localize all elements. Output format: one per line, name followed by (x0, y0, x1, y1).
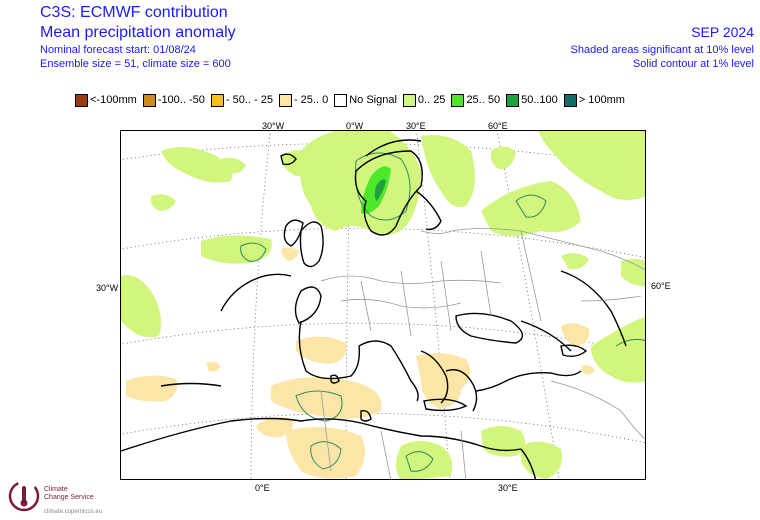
legend-swatch (563, 93, 577, 107)
legend-label: 25.. 50 (466, 94, 501, 106)
dry-anomaly-areas (126, 247, 595, 479)
legend-label: - 25.. 0 (293, 94, 329, 106)
legend-swatch (451, 93, 465, 107)
legend-swatch (210, 93, 224, 107)
lon-label-top: 30°W (262, 121, 285, 131)
legend-item: - 25.. 0 (278, 93, 329, 107)
legend-label: No Signal (349, 94, 397, 106)
variable-title: Mean precipitation anomaly (40, 24, 236, 41)
significance-contours (240, 152, 645, 472)
forecast-start: Nominal forecast start: 01/08/24 (40, 44, 196, 56)
copernicus-logo (8, 480, 40, 512)
legend-swatch (142, 93, 156, 107)
product-title: C3S: ECMWF contribution (40, 4, 228, 21)
legend-item: -100.. -50 (142, 93, 205, 107)
map-canvas (121, 131, 645, 479)
legend-item: - 50.. - 25 (210, 93, 273, 107)
logo-text: Climate Change Service (44, 486, 94, 502)
legend-swatch (506, 93, 520, 107)
lon-label-top: 0°W (346, 121, 364, 131)
legend-label: -100.. -50 (157, 94, 205, 106)
lon-label-bottom: 30°E (498, 483, 518, 493)
coastlines (121, 139, 627, 479)
legend-item: No Signal (334, 93, 397, 107)
shading-note: Shaded areas significant at 10% level (570, 44, 754, 56)
contour-note: Solid contour at 1% level (632, 58, 754, 70)
logo-line2: Change Service (44, 494, 94, 501)
legend-label: 0.. 25 (417, 94, 446, 106)
ensemble-size: Ensemble size = 51, climate size = 600 (40, 58, 231, 70)
lon-label-top: 60°E (488, 121, 508, 131)
legend-label: 50..100 (521, 94, 558, 106)
logo-ring-icon (8, 480, 40, 512)
lon-label-top: 30°E (406, 121, 426, 131)
legend-swatch (75, 93, 88, 107)
legend-item: 25.. 50 (451, 93, 501, 107)
legend-item: 0.. 25 (402, 93, 446, 107)
valid-period: SEP 2024 (691, 24, 754, 40)
logo-url: climate.copernicus.eu (44, 509, 103, 515)
lon-label-right: 60°E (651, 281, 671, 291)
legend-swatch (278, 93, 292, 107)
legend-item: <-100mm (75, 93, 137, 107)
legend-swatch (402, 93, 416, 107)
legend-label: <-100mm (90, 94, 137, 106)
legend-label: > 100mm (578, 94, 625, 106)
legend-item: > 100mm (563, 93, 625, 107)
country-borders (320, 228, 645, 479)
legend-item: 50..100 (506, 93, 558, 107)
lon-label-bottom: 0°E (255, 483, 270, 493)
thermometer-icon (22, 486, 26, 502)
legend-label: - 50.. - 25 (225, 94, 273, 106)
graticule (121, 131, 645, 479)
anomaly-map (120, 130, 646, 480)
color-legend: <-100mm -100.. -50 - 50.. - 25 - 25.. 0 … (75, 92, 631, 108)
lon-label-left: 30°W (96, 283, 119, 293)
logo-line1: Climate (44, 486, 68, 493)
very-strong-wet-areas (374, 179, 386, 201)
legend-swatch (334, 93, 348, 107)
